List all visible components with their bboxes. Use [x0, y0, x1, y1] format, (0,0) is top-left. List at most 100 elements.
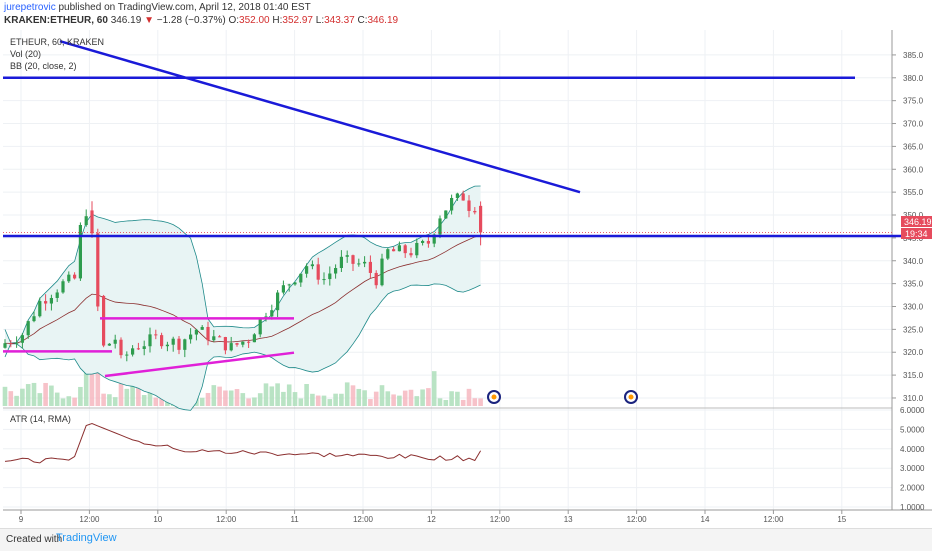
- candle[interactable]: [479, 201, 483, 246]
- candle[interactable]: [96, 228, 100, 312]
- candle[interactable]: [241, 341, 245, 348]
- candle[interactable]: [328, 266, 332, 286]
- candle[interactable]: [15, 336, 19, 348]
- candle[interactable]: [339, 250, 343, 272]
- candle[interactable]: [160, 332, 164, 349]
- candle[interactable]: [276, 290, 280, 317]
- pink-trend-line[interactable]: [104, 351, 295, 378]
- candle[interactable]: [9, 339, 13, 348]
- candle[interactable]: [438, 215, 442, 239]
- candle[interactable]: [189, 328, 193, 344]
- candle[interactable]: [223, 336, 227, 355]
- candle[interactable]: [363, 256, 367, 268]
- candles[interactable]: [3, 190, 483, 362]
- candle[interactable]: [310, 260, 314, 270]
- candle[interactable]: [473, 207, 477, 215]
- legend-bb[interactable]: BB (20, close, 2): [10, 61, 77, 71]
- legend-volume[interactable]: Vol (20): [10, 49, 41, 59]
- candle[interactable]: [113, 334, 117, 349]
- candle[interactable]: [345, 250, 349, 263]
- candle[interactable]: [450, 194, 454, 215]
- candle-body: [479, 205, 483, 233]
- candle[interactable]: [218, 335, 222, 338]
- candle[interactable]: [194, 328, 198, 341]
- candle[interactable]: [467, 195, 471, 218]
- candle[interactable]: [125, 351, 129, 362]
- candle[interactable]: [380, 253, 384, 287]
- candle-body: [165, 344, 169, 347]
- candle[interactable]: [73, 272, 77, 280]
- candle[interactable]: [154, 329, 158, 340]
- candle[interactable]: [20, 333, 24, 349]
- legend-symbol[interactable]: ETHEUR, 60, KRAKEN: [10, 37, 104, 47]
- candle[interactable]: [281, 280, 285, 295]
- candle[interactable]: [49, 294, 53, 311]
- candle[interactable]: [252, 333, 256, 343]
- candle[interactable]: [38, 297, 42, 318]
- candle[interactable]: [386, 247, 390, 261]
- candle[interactable]: [61, 279, 65, 294]
- candle[interactable]: [258, 317, 262, 338]
- candle[interactable]: [368, 255, 372, 279]
- candle[interactable]: [148, 327, 152, 353]
- candle[interactable]: [392, 246, 396, 252]
- candle[interactable]: [84, 209, 88, 227]
- candle[interactable]: [409, 247, 413, 258]
- event-marker-icon[interactable]: [624, 390, 638, 404]
- candle-body: [247, 341, 251, 343]
- candle[interactable]: [107, 343, 111, 346]
- chart-header: jurepetrovic published on TradingView.co…: [0, 0, 932, 30]
- candle[interactable]: [32, 311, 36, 323]
- author-link[interactable]: jurepetrovic: [4, 2, 56, 13]
- candle[interactable]: [206, 321, 210, 346]
- candle[interactable]: [44, 294, 48, 311]
- time-axis[interactable]: 9 12:00 10 12:00 11 12:00 12 12:00 13 12:00 14 12:0…: [19, 510, 847, 524]
- price-chart[interactable]: 310.0315.0320.0325.0330.0335.0340.0345.0…: [0, 30, 932, 528]
- time-tick-label: 13: [564, 515, 573, 524]
- event-marker-icon[interactable]: [487, 390, 501, 404]
- candle[interactable]: [90, 201, 94, 238]
- candle[interactable]: [287, 283, 291, 292]
- candle[interactable]: [455, 192, 459, 201]
- candle[interactable]: [247, 339, 251, 348]
- candle[interactable]: [55, 289, 59, 303]
- candle[interactable]: [235, 342, 239, 347]
- candle[interactable]: [334, 264, 338, 279]
- candle[interactable]: [415, 238, 419, 259]
- candle[interactable]: [229, 336, 233, 352]
- candle[interactable]: [177, 336, 181, 355]
- candle[interactable]: [212, 329, 216, 342]
- candle[interactable]: [293, 281, 297, 286]
- candle[interactable]: [183, 338, 187, 358]
- candle[interactable]: [403, 243, 407, 258]
- candle[interactable]: [444, 210, 448, 219]
- candle[interactable]: [357, 258, 361, 267]
- candle[interactable]: [351, 254, 355, 271]
- candle[interactable]: [171, 336, 175, 352]
- candle[interactable]: [461, 190, 465, 201]
- candle[interactable]: [165, 341, 169, 352]
- candle[interactable]: [142, 340, 146, 356]
- candle[interactable]: [322, 272, 326, 285]
- blue-trend-line[interactable]: [59, 39, 581, 194]
- candle[interactable]: [26, 320, 30, 339]
- candle[interactable]: [119, 337, 123, 359]
- candle[interactable]: [78, 222, 82, 281]
- candle[interactable]: [102, 294, 106, 348]
- trend-lines[interactable]: [3, 39, 932, 378]
- candle[interactable]: [374, 270, 378, 289]
- candle[interactable]: [136, 342, 140, 350]
- atr-axis[interactable]: 1.0000 2.0000 3.0000 4.0000 5.0000 6.0000: [900, 406, 925, 512]
- candle[interactable]: [316, 257, 320, 285]
- candle[interactable]: [421, 239, 425, 246]
- candle[interactable]: [67, 271, 71, 283]
- candle[interactable]: [3, 339, 7, 349]
- volume-bar: [78, 386, 83, 406]
- tradingview-logo[interactable]: TradingView: [56, 532, 117, 544]
- candle[interactable]: [299, 273, 303, 287]
- candle[interactable]: [305, 263, 309, 278]
- candle[interactable]: [131, 345, 135, 357]
- candle[interactable]: [200, 325, 204, 330]
- legend-atr[interactable]: ATR (14, RMA): [10, 414, 71, 424]
- candle[interactable]: [397, 241, 401, 252]
